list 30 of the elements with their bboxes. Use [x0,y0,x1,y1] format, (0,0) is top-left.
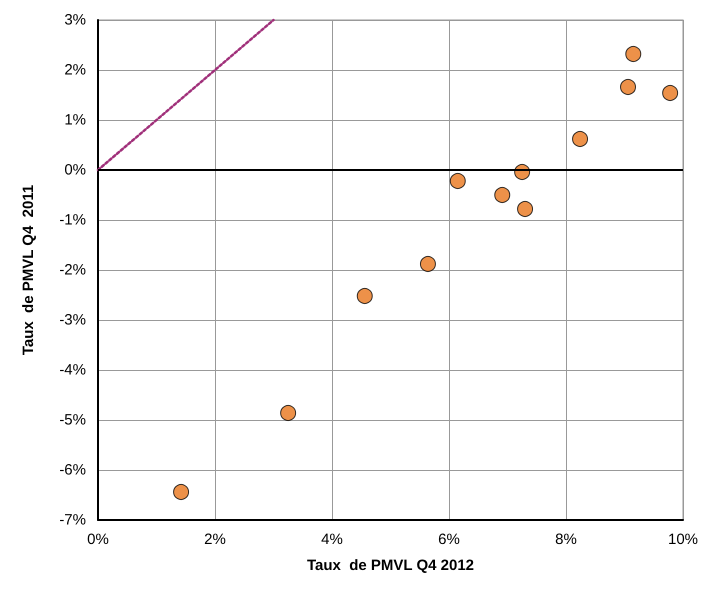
point [662,85,678,101]
x-tick-label: 8% [555,531,577,548]
point [173,484,190,500]
y-tick-label: -3% [59,312,86,328]
y-tick-label: -7% [59,512,86,528]
point [620,79,636,95]
point [356,288,373,304]
point [625,46,642,62]
y-tick-label: 1% [64,112,86,128]
y-tick-label: -2% [59,262,86,278]
y-tick-label: 2% [64,62,86,78]
y-tick-label: -1% [59,212,86,228]
y-tick-label: -5% [59,412,86,428]
y-tick-label: -6% [59,462,86,478]
x-tick-label: 0% [87,531,109,548]
point [450,173,466,189]
x-tick-label: 10% [668,531,698,548]
x-tick-label: 4% [321,531,343,548]
point [420,256,436,272]
point [280,405,296,421]
y-tick-label: -4% [59,362,86,378]
y-axis-title: Taux de PMVL Q4 2011 [20,184,37,356]
point [572,131,588,147]
x-axis-title: Taux de PMVL Q4 2012 [306,557,474,574]
point [517,201,534,217]
x-tick-label: 2% [204,531,226,548]
y-tick-label: 0% [64,162,86,178]
point [494,187,510,203]
x-tick-label: 6% [438,531,460,548]
y-tick-label: 3% [64,12,86,28]
